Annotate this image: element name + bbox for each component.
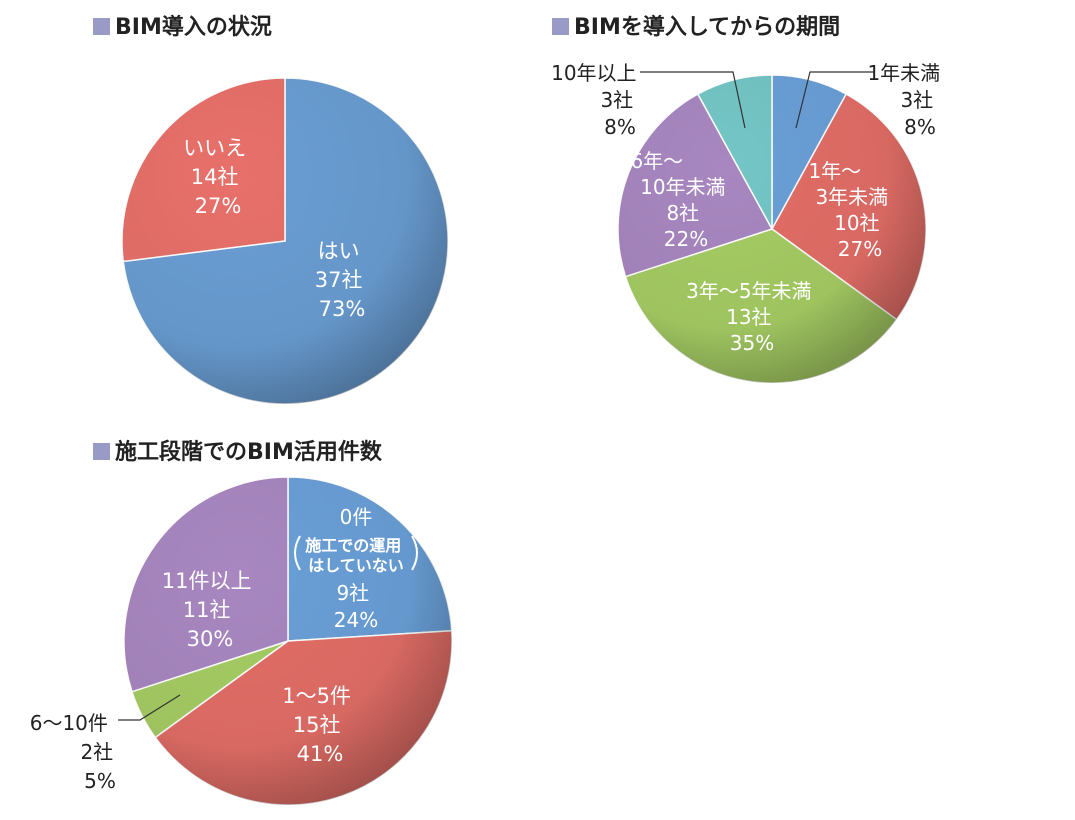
pie-shading <box>618 75 926 383</box>
chart-bim-adoption: BIM導入の状況 はい 37社 73% いいえ 14社 27% <box>93 14 449 405</box>
pie-shading <box>124 477 452 805</box>
pie-shading <box>122 78 448 404</box>
title-marker-icon <box>93 443 110 460</box>
slice-label: 6年〜 10年未満 8社 22% <box>630 149 731 251</box>
chart-bim-construction-use: 施工段階でのBIM活用件数 0件 施工での運用 はしていない 9社 24% 1〜… <box>30 439 453 806</box>
slice-sublabel: 施工での運用 はしていない <box>305 536 407 575</box>
slice-label: 10年以上 3社 8% <box>551 61 643 139</box>
slice-label: 11件以上 11社 30% <box>162 569 258 651</box>
slice-label: 3年〜5年未満 13社 35% <box>686 279 818 355</box>
slice-label: 1年未満 3社 8% <box>867 61 946 139</box>
chart-title: BIMを導入してからの期間 <box>574 14 840 40</box>
slice-label: 6〜10件 2社 5% <box>30 711 120 793</box>
title-marker-icon <box>93 18 110 35</box>
slice-label: 1〜5件 15社 41% <box>282 684 357 766</box>
leader-line <box>118 694 181 721</box>
paren-open-icon <box>294 535 301 571</box>
slice-label: 1年〜 3年未満 10社 27% <box>808 159 894 261</box>
slice-label: 0件 <box>340 505 373 529</box>
title-marker-icon <box>552 18 569 35</box>
slice-label: はい 37社 73% <box>315 239 369 321</box>
chart-bim-duration: BIMを導入してからの期間 1年未満 3社 8% 1年〜 3年未満 10社 27… <box>551 14 946 384</box>
leader-line <box>795 71 875 129</box>
slice-label: いいえ 14社 27% <box>183 136 253 218</box>
chart-title: 施工段階でのBIM活用件数 <box>115 439 383 465</box>
paren-close-icon <box>411 535 418 571</box>
leader-line <box>640 71 746 129</box>
chart-title: BIM導入の状況 <box>115 14 272 40</box>
slice-label: 9社 24% <box>334 581 378 632</box>
